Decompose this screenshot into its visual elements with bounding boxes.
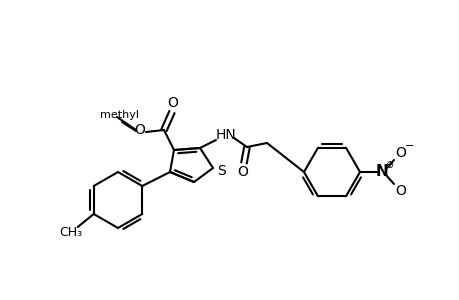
- Text: S: S: [217, 164, 226, 178]
- Text: O: O: [167, 96, 178, 110]
- Text: O: O: [395, 146, 406, 160]
- Text: −: −: [404, 141, 414, 151]
- Text: O: O: [134, 123, 145, 137]
- Text: O: O: [395, 184, 406, 198]
- Text: N: N: [375, 164, 387, 178]
- Text: O: O: [237, 165, 248, 179]
- Text: HN: HN: [215, 128, 236, 142]
- Text: CH₃: CH₃: [59, 226, 82, 239]
- Text: methyl: methyl: [100, 110, 139, 120]
- Text: ⊕: ⊕: [384, 160, 392, 170]
